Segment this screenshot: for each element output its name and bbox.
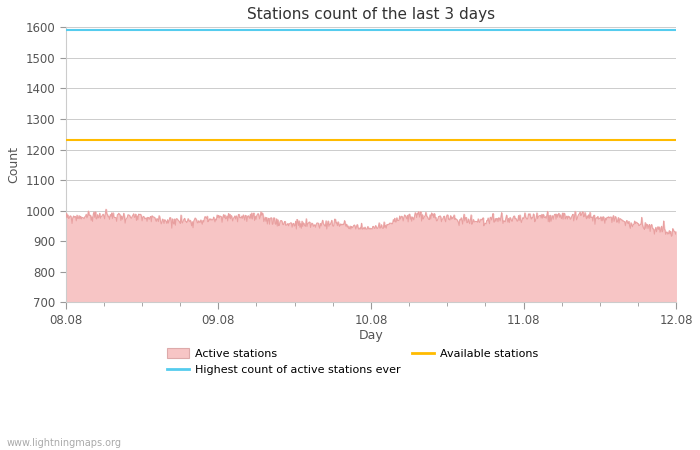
- X-axis label: Day: Day: [358, 328, 384, 342]
- Legend: Active stations, Highest count of active stations ever, Available stations: Active stations, Highest count of active…: [163, 344, 542, 380]
- Title: Stations count of the last 3 days: Stations count of the last 3 days: [247, 7, 495, 22]
- Y-axis label: Count: Count: [7, 146, 20, 183]
- Text: www.lightningmaps.org: www.lightningmaps.org: [7, 438, 122, 448]
